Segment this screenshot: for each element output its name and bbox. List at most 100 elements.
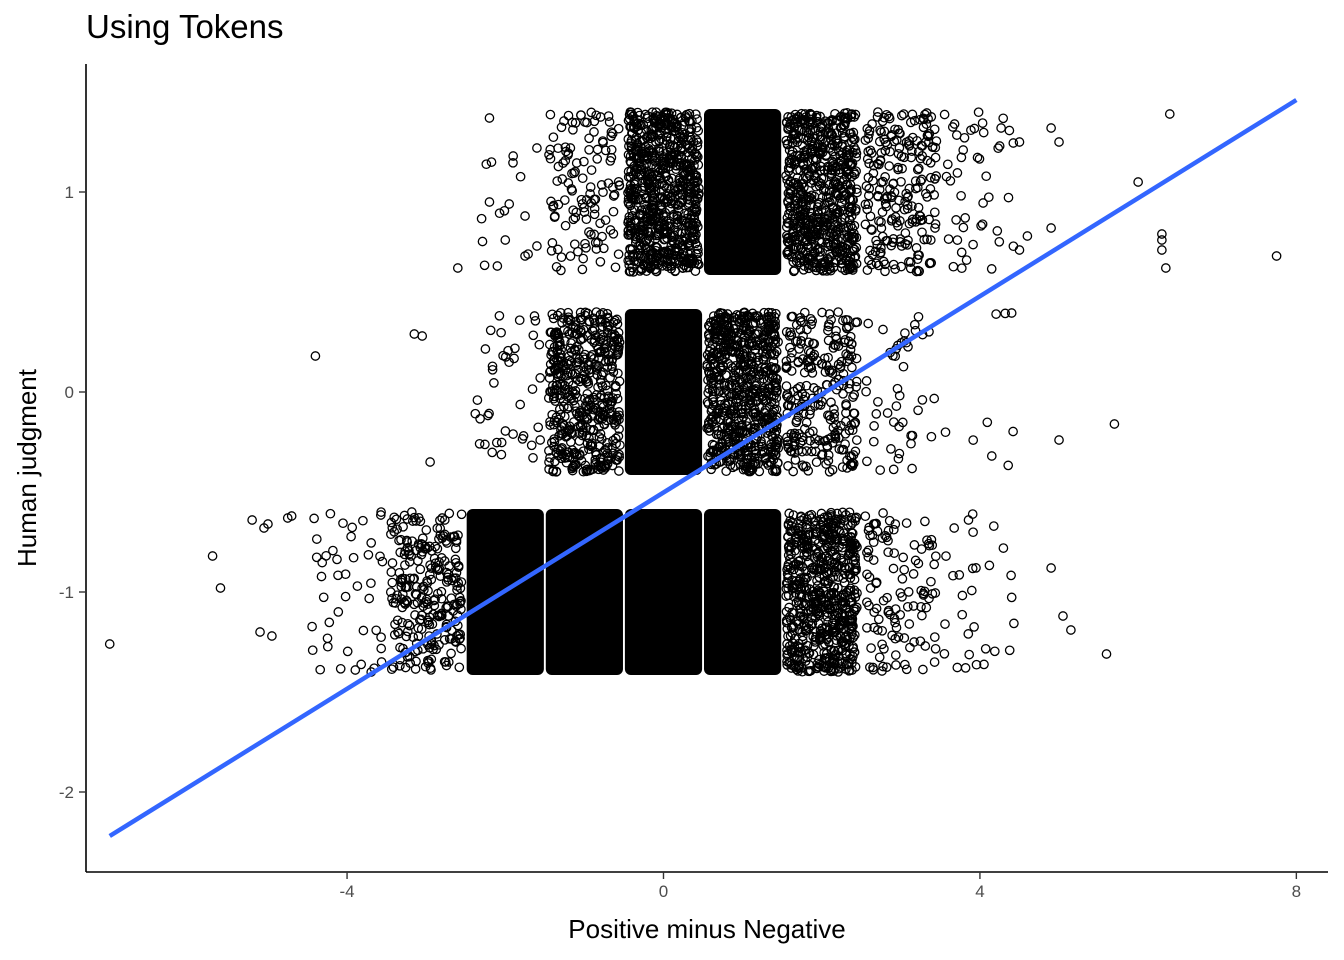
data-point bbox=[364, 593, 375, 604]
data-point bbox=[861, 386, 871, 397]
dense-point-blocks bbox=[466, 109, 782, 675]
data-point bbox=[789, 633, 800, 644]
data-point bbox=[307, 621, 317, 632]
data-point bbox=[598, 447, 609, 457]
data-point bbox=[773, 337, 783, 347]
outlier-point bbox=[500, 235, 511, 245]
data-point bbox=[494, 310, 505, 321]
data-point bbox=[557, 174, 568, 184]
data-point bbox=[719, 316, 730, 327]
data-point bbox=[896, 110, 907, 121]
data-point bbox=[839, 562, 850, 573]
data-point bbox=[873, 614, 884, 625]
data-point bbox=[566, 356, 577, 367]
data-point bbox=[917, 395, 928, 405]
data-point bbox=[1008, 426, 1018, 437]
data-point bbox=[567, 428, 577, 439]
dense-block-5 bbox=[704, 109, 782, 275]
outlier-point bbox=[532, 241, 542, 251]
data-point bbox=[921, 602, 932, 613]
data-point bbox=[949, 119, 960, 129]
data-point bbox=[749, 423, 760, 433]
data-point bbox=[900, 328, 910, 338]
data-point bbox=[785, 327, 796, 338]
data-point bbox=[841, 659, 852, 670]
data-point bbox=[454, 662, 465, 673]
data-point bbox=[959, 132, 970, 143]
data-point bbox=[898, 552, 909, 563]
data-point bbox=[827, 464, 838, 475]
data-point bbox=[613, 431, 624, 442]
data-point bbox=[599, 460, 610, 471]
data-point bbox=[348, 552, 359, 563]
data-point bbox=[961, 255, 972, 265]
data-point bbox=[832, 562, 843, 573]
data-point bbox=[807, 541, 818, 552]
y-tick-label: 1 bbox=[65, 183, 74, 202]
data-point bbox=[984, 560, 995, 571]
data-point bbox=[849, 630, 860, 640]
data-point bbox=[735, 352, 746, 363]
data-point bbox=[595, 256, 606, 267]
data-point bbox=[847, 614, 858, 624]
data-point bbox=[597, 381, 608, 391]
data-point bbox=[792, 336, 803, 346]
outlier-point bbox=[1022, 231, 1033, 241]
data-point bbox=[876, 223, 887, 234]
data-point bbox=[956, 190, 966, 201]
data-point bbox=[765, 447, 776, 458]
data-point bbox=[713, 320, 723, 331]
data-point bbox=[586, 441, 596, 452]
data-points bbox=[104, 107, 1282, 677]
data-point bbox=[608, 414, 619, 425]
data-point bbox=[387, 558, 398, 568]
data-point bbox=[792, 579, 802, 590]
data-point bbox=[528, 330, 539, 341]
data-point bbox=[869, 421, 879, 431]
data-point bbox=[843, 520, 853, 530]
data-point bbox=[556, 252, 567, 263]
data-point bbox=[819, 653, 830, 663]
data-point bbox=[846, 339, 857, 350]
data-point bbox=[545, 144, 556, 155]
data-point bbox=[843, 585, 854, 596]
data-point bbox=[446, 648, 456, 659]
data-point bbox=[415, 564, 426, 575]
data-point bbox=[829, 582, 840, 593]
data-point bbox=[905, 642, 915, 653]
data-point bbox=[605, 372, 615, 383]
x-axis-label: Positive minus Negative bbox=[568, 914, 845, 944]
data-point bbox=[954, 570, 965, 580]
data-point bbox=[784, 657, 795, 668]
data-point bbox=[613, 368, 623, 379]
dense-block-1 bbox=[545, 509, 623, 675]
data-point bbox=[760, 412, 771, 423]
data-point bbox=[575, 405, 586, 416]
data-point bbox=[557, 317, 567, 328]
data-point bbox=[550, 327, 561, 338]
data-point bbox=[782, 639, 792, 649]
data-point bbox=[873, 396, 883, 407]
data-point bbox=[606, 337, 617, 348]
data-point bbox=[760, 405, 771, 416]
data-point bbox=[563, 359, 574, 370]
data-point bbox=[845, 542, 855, 552]
data-point bbox=[929, 124, 940, 135]
data-point bbox=[827, 368, 838, 379]
data-point bbox=[728, 405, 739, 416]
data-point bbox=[829, 627, 839, 637]
data-point bbox=[860, 511, 871, 522]
outlier-point bbox=[425, 457, 435, 467]
data-point bbox=[610, 433, 621, 444]
data-point bbox=[1003, 460, 1014, 471]
data-point bbox=[480, 439, 490, 450]
data-point bbox=[376, 632, 386, 643]
data-point bbox=[307, 645, 318, 656]
data-point bbox=[607, 448, 618, 459]
data-point bbox=[871, 409, 882, 419]
data-point bbox=[547, 238, 558, 248]
data-point bbox=[908, 569, 919, 579]
data-point bbox=[798, 600, 809, 611]
outlier-point bbox=[409, 329, 420, 339]
